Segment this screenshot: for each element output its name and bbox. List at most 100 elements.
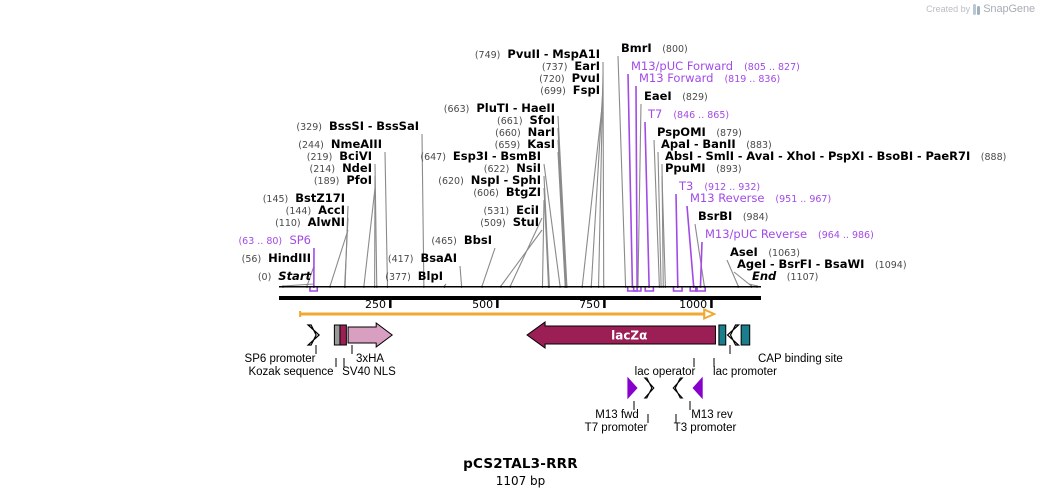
leader-line-bstz17i (344, 205, 349, 287)
ruler-tick-label: 1000 (679, 298, 707, 311)
feature-label-sv40-nls[interactable]: SV40 NLS (342, 366, 396, 378)
primer-label-t7-promoter[interactable]: T7 promoter (585, 422, 648, 434)
primer-label-t3-promoter[interactable]: T3 promoter (674, 422, 737, 434)
label-text: M13 rev (691, 409, 733, 421)
enzyme-label-nmeaiii[interactable]: (244) NmeAIII (298, 138, 382, 151)
enzyme-label-m13_rev[interactable]: M13 Reverse (951 .. 967) (690, 192, 831, 205)
label-text: M13 fwd (595, 409, 639, 421)
enzyme-label-nari[interactable]: (660) NarI (495, 126, 555, 139)
enzyme-label-bsssi[interactable]: (329) BssSI - BssSaI (296, 120, 419, 133)
enzyme-name: AvaI (746, 149, 775, 163)
promoter-shape (306, 324, 321, 346)
feature-sp6-promoter[interactable] (306, 324, 321, 346)
enzyme-name: EarI (574, 59, 600, 73)
enzyme-label-bsaai[interactable]: (417) BsaAI (388, 252, 457, 265)
enzyme-label-bcivi[interactable]: (219) BciVI (307, 149, 372, 163)
enzyme-label-bbsi[interactable]: (465) BbsI (431, 234, 492, 247)
enzyme-label-ndei[interactable]: (214) NdeI (310, 162, 372, 175)
label-text: T3 promoter (673, 422, 737, 434)
feature-cap-binding[interactable] (740, 324, 751, 346)
enzyme-label-m13puc_rev[interactable]: M13/pUC Reverse (964 .. 986) (705, 227, 874, 241)
feature-lac-promoter[interactable] (726, 324, 741, 346)
enzyme-label-fspi[interactable]: (699) FspI (540, 84, 600, 97)
enzyme-label-t7[interactable]: T7 (846 .. 865) (648, 108, 730, 121)
enzyme-label-absi[interactable]: AbsI - SmlI - AvaI - XhoI - PspXI - BsoB… (665, 149, 1006, 163)
enzyme-label-asei[interactable]: AseI (1063) (730, 246, 800, 259)
enzyme-position: (244) (298, 140, 324, 151)
enzyme-label-ppumi[interactable]: PpuMI (893) (665, 162, 742, 175)
enzyme-position: (145) (262, 194, 289, 205)
primer-label-m13-rev[interactable]: M13 rev (691, 409, 733, 421)
enzyme-label-pluti[interactable]: (663) PluTI - HaeII (444, 101, 555, 115)
enzyme-label-hindiii[interactable]: (56) HindIII (242, 252, 311, 265)
enzyme-label-bmri[interactable]: BmrI (800) (621, 42, 688, 55)
enzyme-position: (189) (313, 176, 340, 187)
enzyme-label-pvuii[interactable]: (749) PvuII - MspA1I (475, 48, 600, 61)
leader-line-ecii (509, 217, 543, 287)
enzyme-label-nsii[interactable]: (622) NsiI (484, 161, 541, 175)
leader-line-t7 (644, 121, 650, 287)
enzyme-label-eaei[interactable]: EaeI (829) (644, 90, 708, 103)
feature-3xha[interactable] (347, 322, 394, 348)
enzyme-label-blpi[interactable]: (377) BlpI (385, 269, 443, 283)
enzyme-label-alwni[interactable]: (110) AlwNI (275, 216, 345, 229)
feature-label-cap-binding[interactable]: CAP binding site (758, 353, 843, 365)
feature-label-lac-promoter[interactable]: lac promoter (713, 366, 777, 378)
primer-m13-fwd[interactable] (627, 376, 638, 400)
enzyme-label-t3[interactable]: T3 (912 .. 932) (679, 180, 760, 193)
enzyme-label-bsrbi[interactable]: BsrBI (984) (698, 210, 768, 223)
enzyme-name: BsoBI (876, 149, 914, 163)
ruler-tick-label: 250 (365, 298, 386, 311)
enzyme-label-stui[interactable]: (509) StuI (480, 216, 539, 229)
enzyme-position: (800) (662, 44, 688, 55)
primer-m13-rev[interactable] (692, 376, 703, 400)
enzyme-label-apai[interactable]: ApaI - BanII (883) (661, 138, 772, 151)
enzyme-label-eari[interactable]: (737) EarI (542, 59, 600, 73)
feature-lac-operator[interactable] (718, 324, 727, 346)
feature-label-kozak[interactable]: Kozak sequence (248, 366, 333, 378)
enzyme-label-pfoi[interactable]: (189) PfoI (313, 174, 372, 187)
primer-t3-promoter[interactable] (672, 377, 684, 399)
enzyme-label-start[interactable]: (0) Start (258, 270, 311, 283)
promoter-open-sp6-promoter[interactable] (306, 324, 321, 346)
enzyme-label-esp3i[interactable]: (647) Esp3I - BsmBI (420, 150, 541, 163)
feature-label-3xha[interactable]: 3xHA (356, 353, 384, 365)
enzyme-label-pspomi[interactable]: PspOMI (879) (657, 126, 742, 139)
feature-sv40-nls[interactable] (339, 324, 347, 346)
label-text: lac operator (634, 366, 696, 378)
enzyme-label-m13puc_fwd[interactable]: M13/pUC Forward (805 .. 827) (631, 60, 800, 73)
primer-label-m13-fwd[interactable]: M13 fwd (595, 409, 638, 421)
enzyme-label-sp6[interactable]: (63 .. 80) SP6 (238, 234, 311, 247)
enzyme-label-end[interactable]: End (1107) (752, 270, 818, 283)
enzyme-label-agei[interactable]: AgeI - BsrFI - BsaWI (1094) (737, 258, 907, 271)
enzyme-label-bstz17i[interactable]: (145) BstZ17I (262, 192, 345, 205)
enzyme-name: M13/pUC Reverse (705, 227, 808, 241)
label-text: SV40 NLS (342, 366, 396, 378)
enzyme-label-m13_fwd[interactable]: M13 Forward (819 .. 836) (639, 72, 780, 85)
leader-line-start (282, 283, 315, 287)
feature-lacz-alpha[interactable]: lacZα (526, 321, 716, 349)
name-separator: - (690, 138, 703, 151)
name-separator: - (766, 258, 779, 271)
leader-line-bsssi (421, 133, 425, 287)
enzyme-name: HaeII (521, 101, 555, 115)
enzyme-label-acci[interactable]: (144) AccI (286, 204, 345, 217)
orf-arrow-head (703, 307, 717, 321)
enzyme-label-pvui[interactable]: (720) PvuI (539, 72, 600, 85)
enzyme-name: BlpI (417, 269, 443, 283)
enzyme-label-kasi[interactable]: (659) KasI (495, 138, 555, 151)
enzyme-label-btgzi[interactable]: (606) BtgZI (473, 186, 541, 199)
enzyme-position: (846 .. 865) (673, 110, 730, 121)
enzyme-name: BciVI (339, 149, 372, 163)
promoter-open-lac-promoter[interactable] (726, 324, 741, 346)
feature-bracket-t3 (672, 286, 683, 292)
enzyme-position: (647) (420, 152, 446, 163)
primer-t7-promoter[interactable] (643, 377, 655, 399)
enzyme-label-sfoi[interactable]: (661) SfoI (497, 114, 555, 127)
enzyme-name: NsiI (516, 161, 541, 175)
enzyme-label-ecii[interactable]: (531) EciI (484, 204, 539, 217)
feature-label-sp6-promoter[interactable]: SP6 promoter (245, 353, 316, 365)
enzyme-label-nspi[interactable]: (620) NspI - SphI (438, 174, 541, 187)
feature-label-lac-operator[interactable]: lac operator (635, 366, 696, 378)
enzyme-name: PspXI (827, 149, 865, 163)
